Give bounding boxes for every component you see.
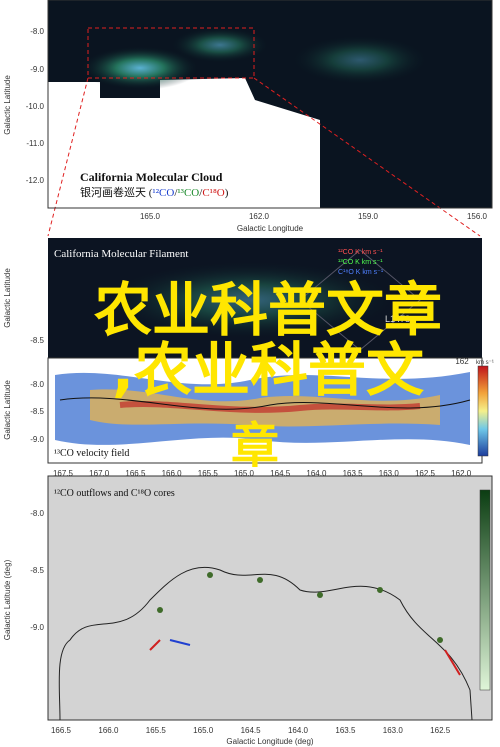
panel-cloud-map <box>47 0 493 237</box>
x-tick-label: 162.5 <box>430 726 451 735</box>
panel-subtitle: 银河画卷巡天 (¹²CO/¹³CO/C¹⁸O) <box>80 185 229 199</box>
subtitle-part: ¹²CO <box>152 187 174 199</box>
y-tick-label: -12.0 <box>26 176 45 185</box>
subtitle-part: 银河画卷巡天 ( <box>80 185 153 199</box>
y-tick-label: -10.0 <box>26 102 45 111</box>
legend-entry: ¹³CO K km s⁻¹ <box>338 259 383 266</box>
legend-entry: ¹²CO K km s⁻¹ <box>338 249 383 256</box>
x-tick-label: 167.5 <box>53 469 74 478</box>
y-tick-label: -11.0 <box>26 139 44 148</box>
x-tick-label: 165.5 <box>146 726 167 735</box>
y-axis-label: Galactic Latitude (deg) <box>3 559 12 640</box>
subtitle-part: C¹⁸O <box>202 187 224 199</box>
y-tick-label: -9.0 <box>30 435 44 444</box>
x-tick-label: 163.5 <box>335 726 356 735</box>
legend-entry: C¹⁸O K km s⁻¹ <box>338 269 384 276</box>
y-tick-label: -8.5 <box>30 336 44 345</box>
y-axis-label: Galactic Latitude <box>3 75 12 135</box>
x-tick-label: 163.5 <box>343 469 364 478</box>
colorbar-unit: km s⁻¹ <box>476 360 494 366</box>
x-axis-label: Galactic Longitude (deg) <box>226 737 314 746</box>
overlay-text: 农业科普文章 <box>94 276 442 344</box>
x-tick-label: 167.0 <box>89 469 110 478</box>
x-tick-label: 162.0 <box>451 469 472 478</box>
x-tick-label: 163.0 <box>379 469 400 478</box>
x-tick-label: 166.5 <box>51 726 72 735</box>
panel-velocity <box>47 357 489 464</box>
x-tick-label: 165.0 <box>193 726 214 735</box>
y-tick-label: -8.5 <box>30 566 44 575</box>
subtitle-part: ¹³CO <box>177 187 199 199</box>
y-tick-label: -8.5 <box>30 407 44 416</box>
panel-title: ¹²CO outflows and C¹⁸O cores <box>54 488 175 499</box>
x-tick-label: 163.0 <box>383 726 404 735</box>
x-tick-label: 164.5 <box>241 726 262 735</box>
subtitle-part: / <box>199 187 203 199</box>
x-tick-label: 165.5 <box>198 469 219 478</box>
annotation: L1478 <box>385 314 410 324</box>
y-axis-label: Galactic Latitude <box>3 380 12 440</box>
x-tick-label: 159.0 <box>358 212 379 221</box>
overlay-text: ,农业科普文 <box>112 336 424 404</box>
y-tick-label: -8.0 <box>30 380 44 389</box>
panel-title: ¹³CO velocity field <box>54 448 129 459</box>
subtitle-part: / <box>174 187 178 199</box>
panel-title: California Molecular Filament <box>54 248 188 260</box>
x-tick-label: 164.0 <box>288 726 309 735</box>
panel-filament <box>48 238 482 358</box>
y-tick-label: -8.0 <box>30 509 44 518</box>
subtitle-part: ) <box>225 187 229 199</box>
y-axis-label: Galactic Latitude <box>3 268 12 328</box>
x-axis-label: Galactic Longitude <box>237 224 304 233</box>
overlay-text: 章 <box>231 418 279 474</box>
y-tick-label: -8.0 <box>30 27 44 36</box>
x-tick-label: 156.0 <box>467 212 488 221</box>
x-tick-label: 166.5 <box>125 469 146 478</box>
colorbar-top: 162 <box>455 357 469 366</box>
panel-outflows <box>47 475 493 721</box>
panel-title: California Molecular Cloud <box>80 170 223 184</box>
x-tick-label: 166.0 <box>162 469 183 478</box>
y-tick-label: -9.0 <box>30 623 44 632</box>
x-tick-label: 165.0 <box>140 212 161 221</box>
x-tick-label: 164.5 <box>270 469 291 478</box>
y-tick-label: -9.0 <box>30 65 44 74</box>
x-tick-label: 162.0 <box>249 212 270 221</box>
x-tick-label: 166.0 <box>98 726 119 735</box>
x-tick-label: 162.5 <box>415 469 436 478</box>
x-tick-label: 165.0 <box>234 469 255 478</box>
x-tick-label: 164.0 <box>306 469 327 478</box>
